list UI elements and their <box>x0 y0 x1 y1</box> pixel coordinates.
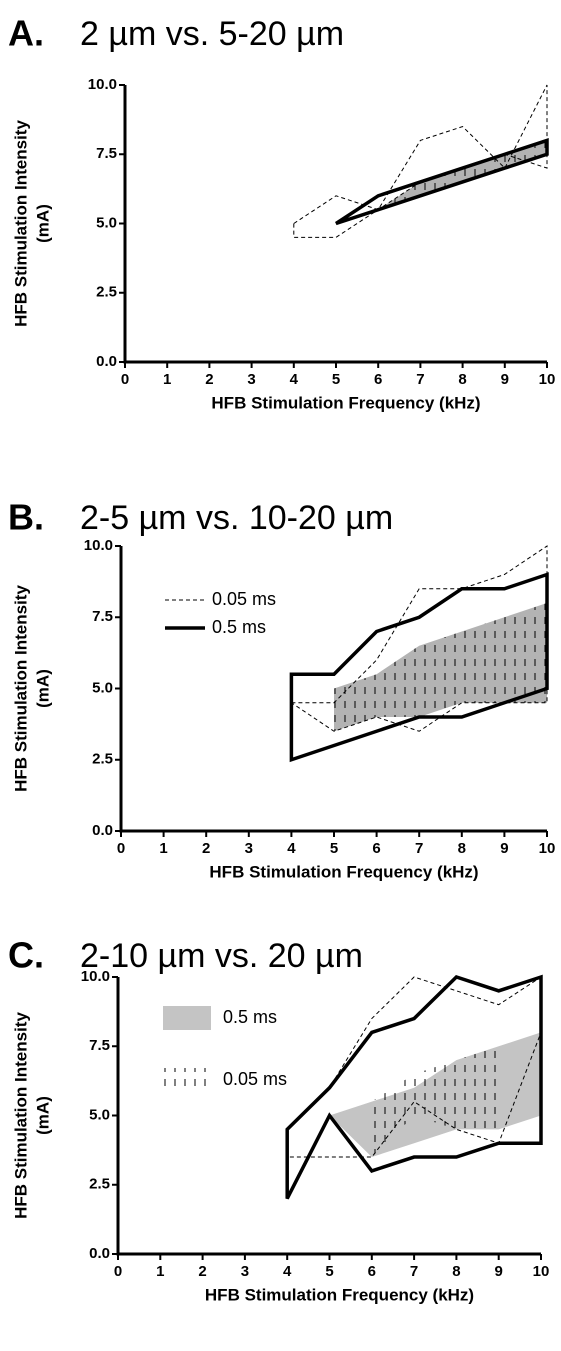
y-axis-label: (mA) <box>33 204 52 243</box>
x-tick-label: 9 <box>495 1263 503 1280</box>
y-tick-label: 5.0 <box>92 679 113 696</box>
legend-swatch <box>163 1068 211 1092</box>
panel-label: C. <box>8 935 44 976</box>
y-axis-label: HFB Stimulation Intensity <box>11 585 30 792</box>
x-tick-label: 7 <box>415 840 423 857</box>
chart-title: 2-5 µm vs. 10-20 µm <box>80 499 393 537</box>
chart-title: 2-10 µm vs. 20 µm <box>80 937 363 975</box>
legend-label: 0.5 ms <box>223 1007 277 1027</box>
y-tick-label: 10.0 <box>81 968 110 985</box>
chart-title: 2 µm vs. 5-20 µm <box>80 15 344 53</box>
y-tick-label: 0.0 <box>96 353 117 370</box>
x-tick-label: 2 <box>205 371 213 388</box>
x-tick-label: 0 <box>117 840 125 857</box>
x-tick-label: 3 <box>245 840 253 857</box>
x-tick-label: 1 <box>163 371 171 388</box>
y-tick-label: 10.0 <box>84 537 113 554</box>
region <box>334 603 547 732</box>
x-tick-label: 5 <box>332 371 340 388</box>
legend-label: 0.05 ms <box>212 589 276 609</box>
x-axis-label: HFB Stimulation Frequency (kHz) <box>205 1285 474 1304</box>
x-tick-label: 10 <box>533 1263 550 1280</box>
x-tick-label: 3 <box>241 1263 249 1280</box>
x-tick-label: 10 <box>539 840 556 857</box>
x-tick-label: 5 <box>330 840 338 857</box>
x-tick-label: 9 <box>501 371 509 388</box>
x-tick-label: 4 <box>287 840 296 857</box>
region <box>289 572 549 763</box>
x-axis-label: HFB Stimulation Frequency (kHz) <box>211 393 480 412</box>
legend-label: 0.05 ms <box>223 1069 287 1089</box>
y-tick-label: 5.0 <box>96 214 117 231</box>
region <box>371 1046 499 1158</box>
x-tick-label: 2 <box>202 840 210 857</box>
y-tick-label: 5.0 <box>89 1106 110 1123</box>
x-tick-label: 6 <box>368 1263 376 1280</box>
y-tick-label: 7.5 <box>89 1037 110 1054</box>
y-tick-label: 7.5 <box>96 145 117 162</box>
x-tick-label: 4 <box>290 371 299 388</box>
x-tick-label: 5 <box>325 1263 333 1280</box>
y-tick-label: 7.5 <box>92 608 113 625</box>
x-tick-label: 2 <box>198 1263 206 1280</box>
legend-label: 0.5 ms <box>212 617 266 637</box>
x-tick-label: 7 <box>416 371 424 388</box>
x-tick-label: 4 <box>283 1263 292 1280</box>
x-tick-label: 1 <box>156 1263 164 1280</box>
y-axis-label: HFB Stimulation Intensity <box>11 120 30 327</box>
region <box>293 84 548 238</box>
x-tick-label: 7 <box>410 1263 418 1280</box>
x-tick-label: 6 <box>374 371 382 388</box>
y-tick-label: 0.0 <box>92 822 113 839</box>
x-tick-label: 8 <box>458 371 466 388</box>
y-tick-label: 2.5 <box>89 1176 110 1193</box>
x-axis-label: HFB Stimulation Frequency (kHz) <box>209 862 478 881</box>
y-tick-label: 0.0 <box>89 1245 110 1262</box>
panel-label: B. <box>8 497 44 538</box>
x-tick-label: 9 <box>500 840 508 857</box>
x-tick-label: 6 <box>372 840 380 857</box>
x-tick-label: 8 <box>452 1263 460 1280</box>
y-axis-label: (mA) <box>33 669 52 708</box>
x-tick-label: 0 <box>121 371 129 388</box>
x-tick-label: 0 <box>114 1263 122 1280</box>
x-tick-label: 8 <box>458 840 466 857</box>
region <box>335 137 549 226</box>
panel-label: A. <box>8 13 44 54</box>
x-tick-label: 3 <box>247 371 255 388</box>
x-tick-label: 1 <box>159 840 167 857</box>
region <box>285 974 543 1200</box>
y-tick-label: 2.5 <box>92 751 113 768</box>
y-tick-label: 2.5 <box>96 284 117 301</box>
y-axis-label: (mA) <box>33 1096 52 1135</box>
y-axis-label: HFB Stimulation Intensity <box>11 1012 30 1219</box>
region <box>378 140 547 210</box>
legend-swatch <box>163 1006 211 1030</box>
y-tick-label: 10.0 <box>88 76 117 93</box>
x-tick-label: 10 <box>539 371 556 388</box>
